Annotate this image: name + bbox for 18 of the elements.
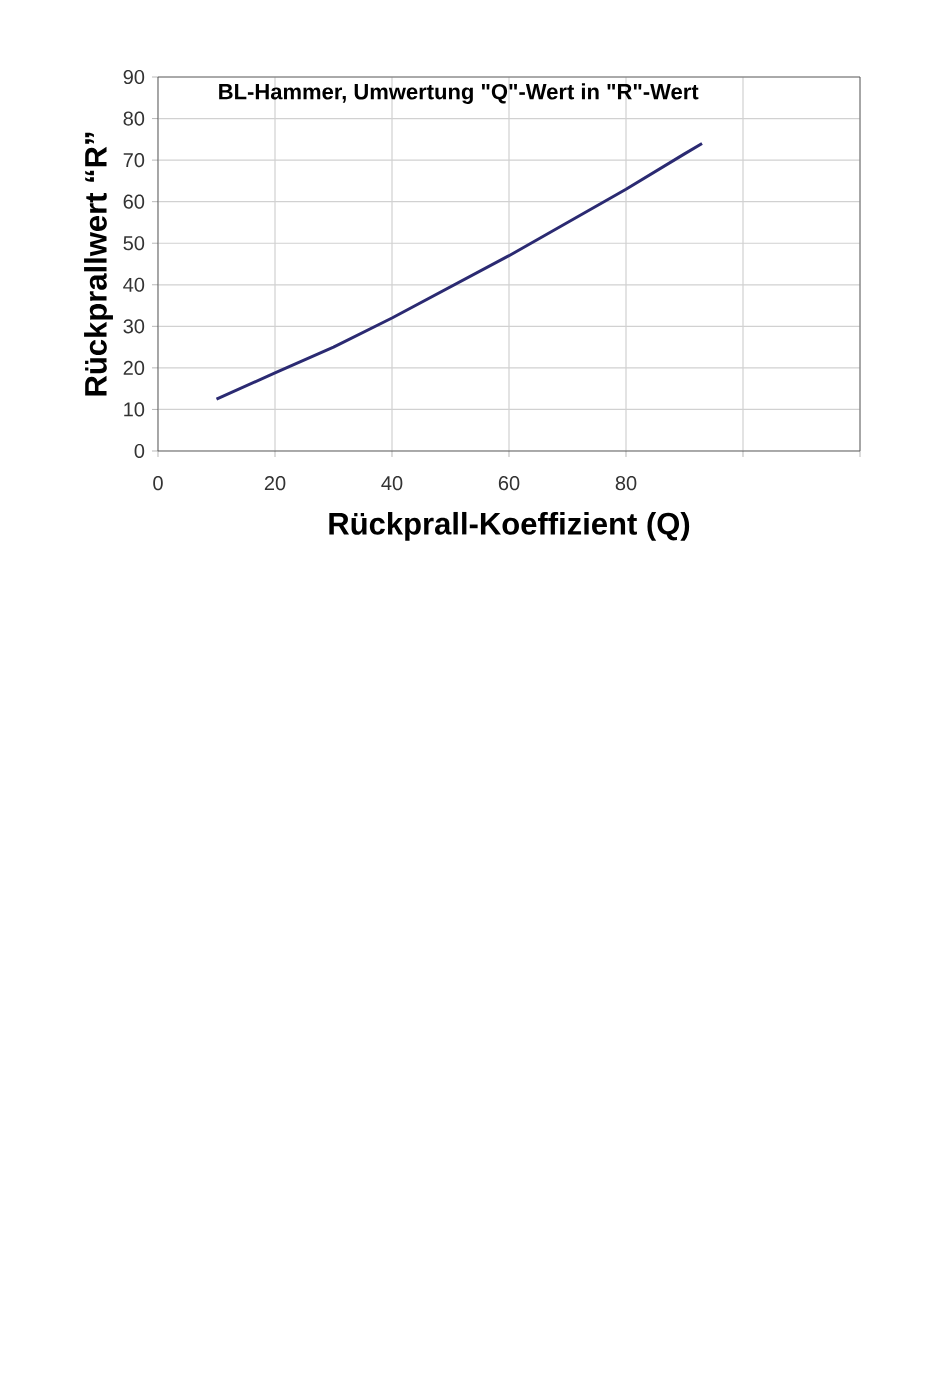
y-tick-label: 40 (123, 277, 145, 292)
y-tick-label: 0 (134, 443, 145, 459)
y-tick-label: 70 (123, 153, 145, 168)
y-tick-label: 60 (123, 194, 145, 209)
y-axis-title: Rückprallwert “R” (84, 132, 113, 396)
x-tick-label: 0 (153, 476, 163, 491)
y-tick-label: 90 (123, 69, 145, 85)
y-tick-label: 30 (123, 319, 145, 334)
y-tick-label: 80 (123, 111, 145, 126)
x-tick-label: 80 (615, 476, 637, 491)
x-tick-label: 60 (498, 476, 520, 491)
chart-title: BL-Hammer, Umwertung "Q"-Wert in "R"-Wert (219, 83, 699, 104)
y-tick-label: 50 (123, 236, 145, 251)
y-tick-label: 20 (123, 360, 145, 375)
x-tick-label: 40 (381, 476, 403, 491)
y-tick-label: 10 (124, 402, 145, 417)
x-axis-title: Rückprall-Koeffizient (Q) (329, 511, 690, 541)
x-tick-label: 20 (264, 476, 286, 491)
